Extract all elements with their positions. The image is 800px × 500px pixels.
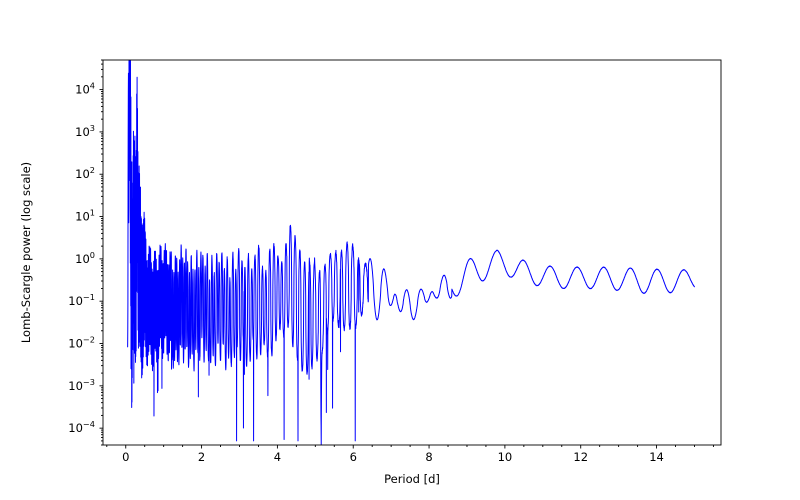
- data-line-group: [127, 60, 695, 445]
- y-tick-labels: 10−4 10−3 10−2 10−1 100 101 102 103 104: [68, 81, 95, 436]
- x-tick-label: 6: [350, 450, 357, 464]
- x-tick-label: 2: [198, 450, 205, 464]
- periodogram-line: [127, 60, 695, 445]
- y-tick-label: 100: [75, 250, 95, 266]
- y-tick-label: 10−1: [68, 292, 95, 308]
- y-tick-label: 103: [75, 123, 95, 139]
- axes-frame: [102, 59, 722, 446]
- y-tick-label: 101: [75, 208, 95, 224]
- x-tick-labels: 0 2 4 6 8 10 12 14: [122, 450, 664, 464]
- x-tick-label: 12: [573, 450, 588, 464]
- x-tick-label: 10: [498, 450, 513, 464]
- y-axis-title: Lomb-Scargle power (log scale): [19, 162, 33, 343]
- y-tick-label: 10−3: [68, 377, 95, 393]
- y-tick-label: 10−4: [68, 419, 95, 435]
- y-tick-label: 102: [75, 165, 95, 181]
- x-tick-label: 4: [274, 450, 281, 464]
- svg-text:Lomb-Scargle power (log scale): Lomb-Scargle power (log scale): [19, 162, 33, 343]
- x-tick-label: 14: [649, 450, 664, 464]
- y-tick-label: 10−2: [68, 335, 95, 351]
- x-tick-label: 0: [122, 450, 129, 464]
- major-ticks: [99, 89, 657, 449]
- y-tick-label: 104: [75, 81, 95, 97]
- x-tick-label: 8: [425, 450, 432, 464]
- x-axis-title: Period [d]: [384, 472, 440, 486]
